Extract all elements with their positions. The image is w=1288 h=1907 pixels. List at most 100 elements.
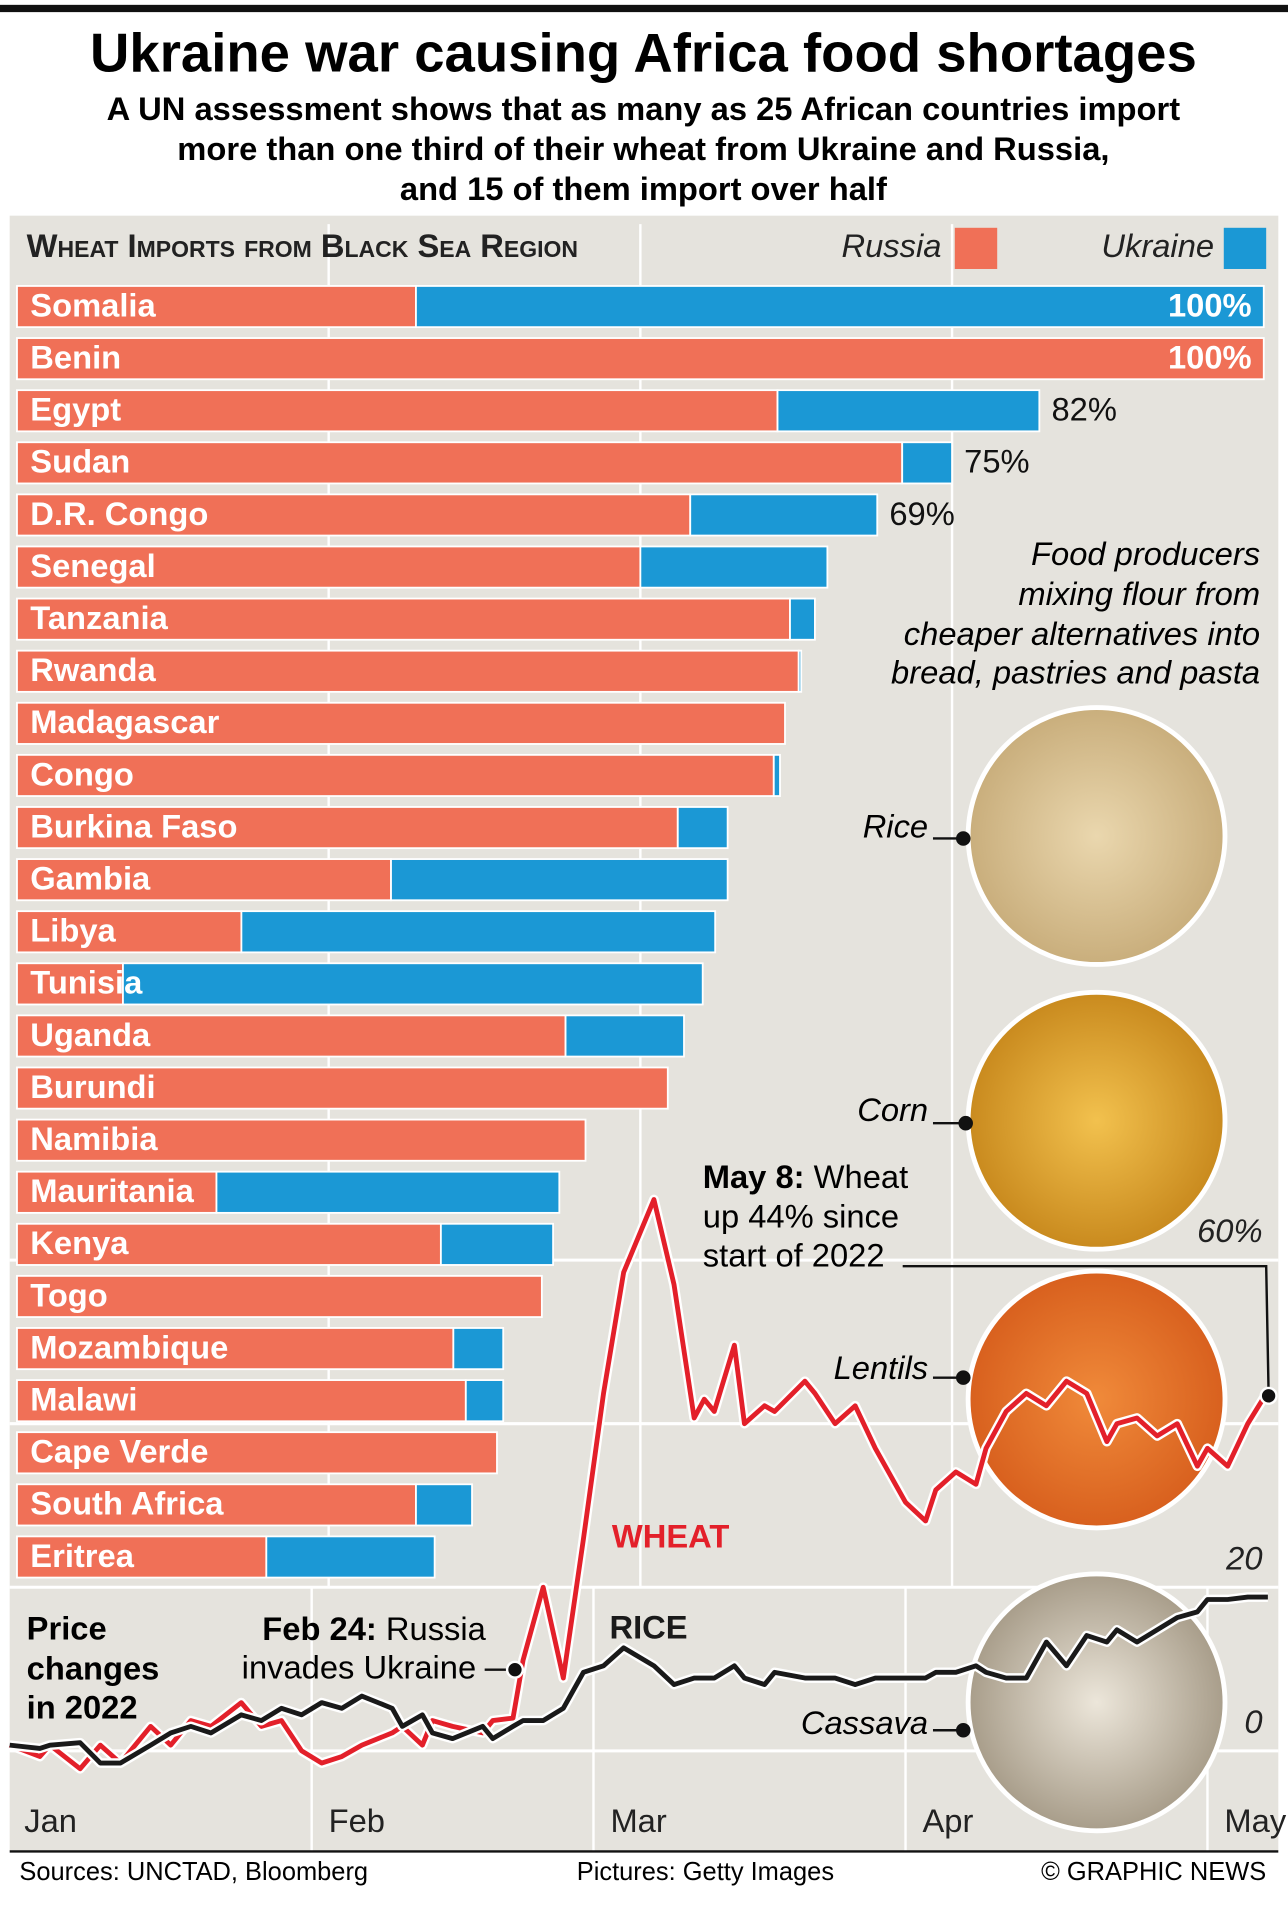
category-label: Mauritania: [30, 1172, 194, 1209]
bar-segment: [639, 545, 829, 589]
category-label: Tanzania: [30, 599, 168, 636]
bar-segment: [240, 910, 717, 954]
bar-segment: [16, 1431, 498, 1475]
bar-segment: [797, 649, 803, 693]
annotation-text: Wheat: [805, 1158, 909, 1195]
dot: [956, 1722, 971, 1738]
chart-subtitle: Wheat Imports from Black Sea Region: [27, 227, 578, 264]
bar-segment: [16, 1535, 268, 1579]
category-label: Gambia: [30, 860, 151, 897]
picture-label: Rice: [863, 807, 928, 844]
annotation-text: Russia: [377, 1610, 487, 1647]
bar-segment: [776, 389, 1041, 433]
category-label: Rwanda: [30, 651, 156, 688]
line-title: changes: [27, 1650, 160, 1687]
category-label: Somalia: [30, 286, 156, 323]
annotation: mixing flour from: [1018, 575, 1260, 612]
category-label: Benin: [30, 339, 121, 376]
x-tick-label: Jan: [24, 1802, 77, 1839]
leader: [902, 1264, 1270, 1394]
bar-segment: [439, 1222, 554, 1266]
category-label: Tunisia: [30, 964, 143, 1001]
annotation: May 8: Wheat: [703, 1158, 908, 1195]
lentils-picture: [965, 1268, 1228, 1531]
value-label: 69%: [889, 495, 954, 532]
annotation: Feb 24: Russia: [262, 1610, 486, 1647]
annotation: invades Ukraine: [242, 1648, 477, 1685]
bar-segment: [772, 753, 781, 797]
annotation: up 44% since: [703, 1198, 899, 1235]
category-label: Cape Verde: [30, 1433, 208, 1470]
bar-segment: [16, 1170, 218, 1214]
bar-segment: [564, 1014, 685, 1058]
price-line: [9, 1594, 1268, 1766]
bar-segment: [16, 441, 904, 485]
bar-segment: [16, 545, 642, 589]
category-label: Senegal: [30, 547, 155, 584]
annotation: cheaper alternatives into: [904, 615, 1260, 652]
subtitle: and 15 of them import over half: [400, 170, 887, 207]
bar-segment: [415, 1483, 473, 1527]
legend-label: Russia: [841, 227, 941, 264]
dot: [956, 831, 971, 846]
x-tick-label: Feb: [329, 1802, 385, 1839]
value-label: 82%: [1051, 391, 1116, 428]
category-label: Kenya: [30, 1224, 129, 1261]
bar-segment: [16, 753, 775, 797]
line-title: Price: [27, 1610, 107, 1647]
title: Ukraine war causing Africa food shortage…: [90, 22, 1197, 83]
value-label: 100%: [1168, 339, 1252, 376]
price-lines: 0 20 60% Jan Feb Mar Apr May WHEAT RICE: [7, 1194, 1287, 1839]
bar-segment: [122, 962, 704, 1006]
bars: Wheat Imports from Black Sea Region Russi…: [16, 227, 1267, 1579]
x-tick-label: Mar: [610, 1802, 666, 1839]
bar-segment: [901, 441, 953, 485]
legend-label: Ukraine: [1101, 227, 1214, 264]
bar-segment: [16, 1066, 669, 1110]
category-label: Egypt: [30, 391, 121, 428]
category-label: Congo: [30, 755, 134, 792]
category-label: Togo: [30, 1276, 107, 1313]
credit: © GRAPHIC NEWS: [1041, 1858, 1266, 1886]
series-label: WHEAT: [612, 1517, 729, 1554]
category-label: Eritrea: [30, 1537, 134, 1574]
bar-segment: [16, 1118, 587, 1162]
bar-segment: [16, 389, 779, 433]
category-label: Namibia: [30, 1120, 158, 1157]
corn-picture: [965, 989, 1228, 1252]
category-label: Madagascar: [30, 703, 219, 740]
bar-segment: [452, 1327, 505, 1371]
bar-segment: [390, 858, 729, 902]
bar-segment: [16, 910, 243, 954]
category-label: Sudan: [30, 443, 130, 480]
bar-segment: [16, 649, 800, 693]
sources: Sources: UNCTAD, Bloomberg: [19, 1858, 368, 1886]
bar-segment: [16, 1274, 543, 1318]
y-tick-label: 20: [1225, 1539, 1262, 1576]
annotation-lead: May 8:: [703, 1158, 805, 1195]
bar-segment: [689, 493, 879, 537]
dot: [958, 1115, 973, 1131]
annotation: bread, pastries and pasta: [891, 654, 1260, 691]
x-tick-label: May: [1224, 1802, 1286, 1839]
subtitle: A UN assessment shows that as many as 25…: [107, 90, 1181, 127]
pictures: Rice Corn Lentils Cassava: [801, 705, 1228, 1834]
category-label: Uganda: [30, 1016, 151, 1053]
annotation: start of 2022: [703, 1236, 885, 1273]
dot: [505, 1660, 525, 1679]
category-label: South Africa: [30, 1485, 224, 1522]
bar-segment: [16, 1222, 442, 1266]
category-label: Burundi: [30, 1068, 155, 1105]
dot: [956, 1370, 971, 1385]
series-label: RICE: [609, 1608, 687, 1645]
y-tick-label: 60%: [1197, 1212, 1262, 1249]
bar-segment: [16, 285, 417, 329]
dot: [1259, 1386, 1278, 1405]
bar-segment: [16, 1014, 567, 1058]
legend-swatch: [954, 227, 998, 269]
top-rule: [0, 4, 1288, 13]
annotation: Food producers: [1031, 535, 1260, 572]
annotation-lead: Feb 24:: [262, 1610, 377, 1647]
bar-segment: [16, 337, 1265, 381]
